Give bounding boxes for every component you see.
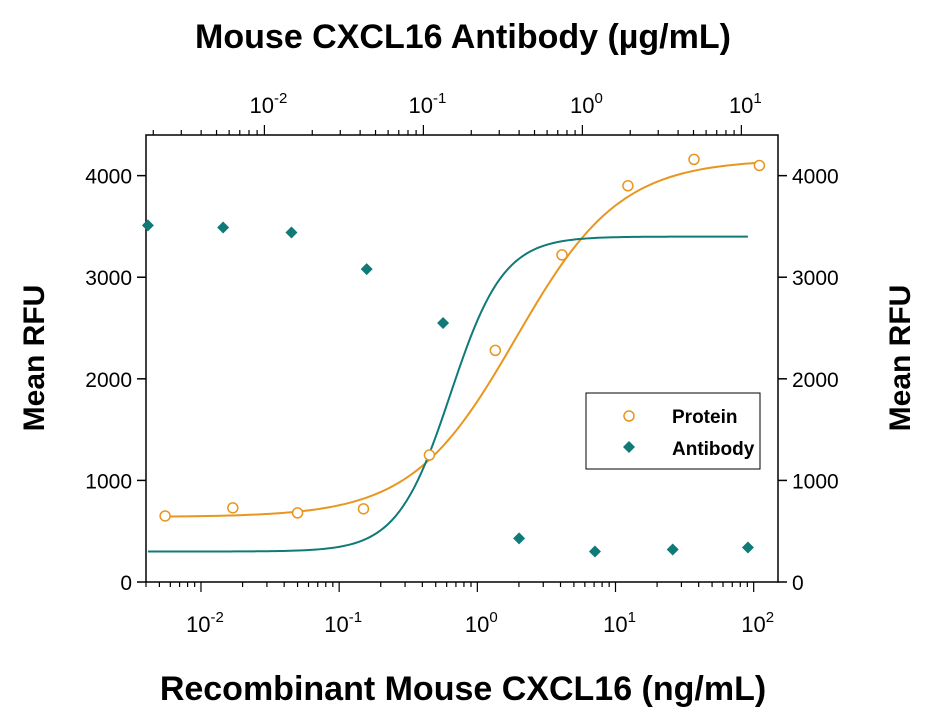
- x-top-tick-label: 10-1: [408, 90, 446, 118]
- x-bottom-tick-label: 10-1: [324, 609, 362, 637]
- plot-frame: [145, 134, 779, 583]
- y-tick-label-right: 3000: [792, 267, 839, 290]
- fit-curve-antibody: [147, 235, 748, 553]
- chart-x-axis-title: Recombinant Mouse CXCL16 (ng/mL): [160, 670, 766, 708]
- antibody-point: [588, 545, 601, 558]
- x-top-tick-label: 101: [729, 90, 762, 118]
- antibody-point: [666, 543, 679, 556]
- x-bottom-tick-label: 100: [465, 609, 498, 637]
- y-tick-label-right: 0: [792, 572, 804, 595]
- antibody-point: [513, 532, 526, 545]
- chart-top-title: Mouse CXCL16 Antibody (µg/mL): [195, 18, 731, 56]
- protein-point: [159, 510, 171, 522]
- tick-layer: 0 0 1000 1000 2000 2000 3000 3000 4000 4000 10-2 10…: [85, 90, 838, 637]
- protein-point: [291, 507, 304, 519]
- y-tick-label-right: 1000: [792, 470, 839, 493]
- y-tick-label-left: 0: [120, 572, 132, 595]
- data-points: [141, 153, 766, 558]
- y-tick-label-right: 4000: [792, 166, 839, 189]
- legend-label-antibody: Antibody: [672, 439, 755, 460]
- legend: Protein Antibody: [585, 392, 761, 470]
- y-tick-label-left: 4000: [85, 166, 132, 189]
- y-tick-label-right: 2000: [792, 369, 839, 392]
- fit-curve-protein: [165, 161, 760, 518]
- protein-point: [227, 502, 239, 514]
- x-top-tick-label: 100: [570, 90, 603, 118]
- antibody-point: [360, 263, 373, 276]
- y-tick-label-left: 1000: [85, 470, 132, 493]
- y-tick-label-left: 2000: [85, 369, 132, 392]
- protein-point: [622, 180, 634, 192]
- x-top-tick-label: 10-2: [249, 90, 287, 118]
- antibody-point: [437, 316, 450, 329]
- antibody-point: [285, 226, 298, 239]
- y-axis-title-right: Mean RFU: [884, 285, 917, 432]
- y-tick-label-left: 3000: [85, 267, 132, 290]
- protein-point: [423, 449, 436, 461]
- protein-point: [688, 153, 700, 166]
- legend-label-protein: Protein: [672, 407, 737, 428]
- protein-point: [753, 159, 766, 172]
- antibody-point: [741, 541, 754, 554]
- legend-marker-protein: [623, 410, 635, 422]
- fit-curves: [147, 161, 760, 553]
- legend-box: [585, 392, 761, 470]
- y-axis-title-left: Mean RFU: [18, 285, 51, 432]
- protein-point: [357, 503, 370, 515]
- legend-marker-antibody: [623, 441, 635, 453]
- protein-point: [489, 344, 502, 357]
- protein-point: [556, 249, 568, 261]
- antibody-point: [141, 219, 154, 232]
- x-bottom-tick-label: 101: [603, 609, 636, 637]
- x-bottom-tick-label: 102: [741, 609, 774, 637]
- antibody-point: [217, 221, 230, 234]
- x-bottom-tick-label: 10-2: [186, 609, 224, 637]
